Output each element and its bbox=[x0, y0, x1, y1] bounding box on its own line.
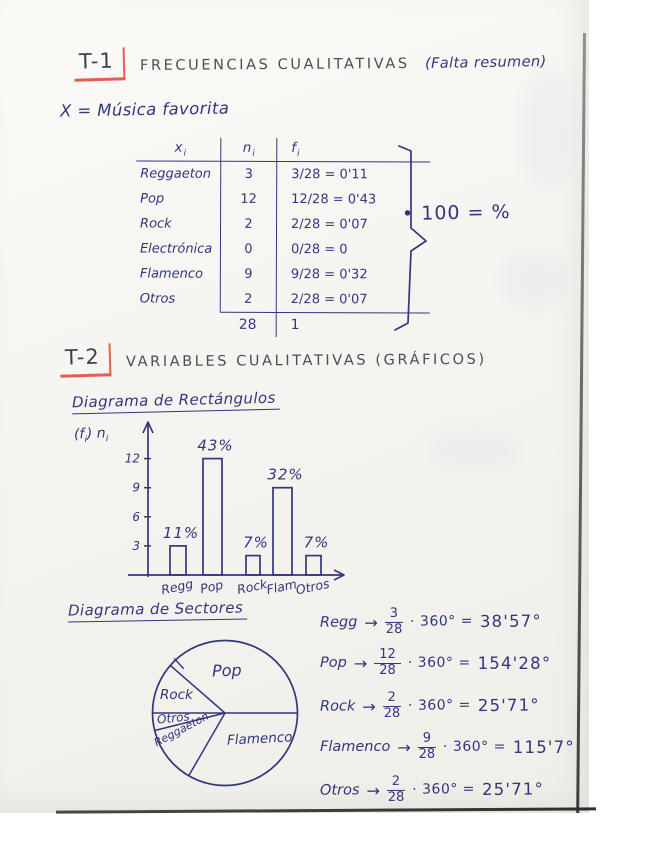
bar-chart: (fi) ni 3 6 9 12 11% 43% 7% 32% 7% Regg Pop Rock Fla… bbox=[70, 414, 415, 614]
table-row-category: Otros bbox=[139, 291, 176, 307]
angle-calc-row: Flamenco → 9 28 · 360° = 115'7° bbox=[320, 731, 575, 762]
angle-result: 115'7° bbox=[512, 737, 575, 757]
arrow-icon: → bbox=[362, 696, 376, 716]
svg-text:7%: 7% bbox=[243, 534, 269, 552]
section-t2-header: T-2 VARIABLES CUALITATIVAS (GRÁFICOS) bbox=[59, 343, 487, 378]
angle-calc-row: Otros → 2 28 · 360° = 25'71° bbox=[319, 774, 545, 805]
total-ni: 28 bbox=[219, 311, 276, 337]
angle-result: 154'28° bbox=[477, 653, 552, 673]
arrow-icon: → bbox=[366, 780, 381, 800]
table-row-category: Pop bbox=[140, 191, 165, 207]
t2-tag: T-2 bbox=[59, 343, 112, 378]
frequency-table: xi ni fi Reggaeton 3 3/28 = 0'11 Pop 12 … bbox=[136, 137, 431, 338]
svg-text:Pop: Pop bbox=[199, 577, 225, 596]
arrow-icon: → bbox=[397, 737, 411, 757]
fraction: 9 28 bbox=[417, 731, 437, 762]
fraction: 2 28 bbox=[386, 774, 406, 805]
table-row-ni: 9 bbox=[219, 261, 276, 287]
svg-text:Regg: Regg bbox=[160, 576, 195, 597]
table-row-ni: 12 bbox=[220, 186, 277, 212]
pie-chart-canvas bbox=[151, 639, 299, 787]
t1-note: (Falta resumen) bbox=[424, 53, 547, 73]
pie-label-rock: Rock bbox=[160, 687, 193, 703]
section-t1-header: T-1 FRECUENCIAS CUALITATIVAS (Falta resu… bbox=[73, 47, 547, 82]
svg-text:Flam: Flam bbox=[265, 576, 298, 597]
arrow-icon: → bbox=[353, 653, 368, 673]
t1-tag: T-1 bbox=[73, 47, 126, 82]
angle-result: 25'71° bbox=[477, 694, 540, 715]
curly-brace bbox=[394, 145, 427, 331]
ink-bleed-spot bbox=[520, 70, 575, 190]
svg-text:43%: 43% bbox=[197, 437, 233, 455]
table-row-category: Rock bbox=[140, 216, 172, 232]
table-row-category: Electrónica bbox=[139, 241, 213, 257]
svg-text:12: 12 bbox=[125, 452, 140, 466]
angle-calc-row: Regg → 3 28 · 360° = 38'57° bbox=[319, 606, 542, 637]
svg-text:3: 3 bbox=[132, 539, 140, 553]
t2-title: VARIABLES CUALITATIVAS (GRÁFICOS) bbox=[125, 351, 487, 371]
ink-bleed-spot bbox=[430, 430, 520, 470]
totals-spacer bbox=[136, 311, 220, 336]
fraction: 12 28 bbox=[374, 647, 401, 678]
col-header-xi: xi bbox=[136, 137, 221, 162]
table-row-ni: 3 bbox=[220, 161, 277, 187]
angle-result: 25'71° bbox=[481, 778, 545, 799]
svg-text:Rock: Rock bbox=[236, 576, 270, 597]
sector-angle-calculations: Regg → 3 28 · 360° = 38'57° Pop → 12 28 · … bbox=[320, 604, 650, 814]
table-row-category: Flamenco bbox=[139, 266, 203, 282]
ink-bleed-spot bbox=[500, 250, 570, 310]
table-row-ni: 2 bbox=[220, 211, 277, 237]
bar-chart-ylabel: (fi) ni bbox=[73, 425, 109, 446]
svg-text:7%: 7% bbox=[304, 534, 330, 552]
table-row-ni: 0 bbox=[219, 236, 277, 262]
angle-calc-row: Rock → 2 28 · 360° = 25'71° bbox=[319, 690, 540, 721]
arrow-icon: → bbox=[364, 612, 378, 632]
table-row-ni: 2 bbox=[219, 286, 276, 312]
svg-text:9: 9 bbox=[132, 481, 140, 495]
fraction: 3 28 bbox=[384, 606, 404, 637]
angle-calc-row: Pop → 12 28 · 360° = 154'28° bbox=[320, 647, 552, 678]
paper-sheet bbox=[0, 0, 589, 813]
col-header-ni: ni bbox=[220, 137, 277, 162]
variable-definition: X = Música favorita bbox=[59, 98, 230, 121]
pie-chart-heading: Diagrama de Sectores bbox=[67, 598, 248, 623]
svg-text:Otros: Otros bbox=[294, 576, 331, 598]
angle-result: 38'57° bbox=[479, 610, 542, 631]
t1-title: FRECUENCIAS CUALITATIVAS bbox=[139, 56, 410, 74]
table-row-category: Reggaeton bbox=[140, 166, 212, 182]
svg-text:32%: 32% bbox=[267, 466, 303, 484]
svg-text:11%: 11% bbox=[163, 524, 199, 542]
svg-text:6: 6 bbox=[132, 510, 140, 524]
pie-label-flamenco: Flamenco bbox=[226, 729, 293, 749]
pie-label-pop: Pop bbox=[211, 660, 242, 681]
fraction: 2 28 bbox=[382, 690, 402, 721]
multiply-by-100-note: • 100 = % bbox=[401, 201, 511, 225]
